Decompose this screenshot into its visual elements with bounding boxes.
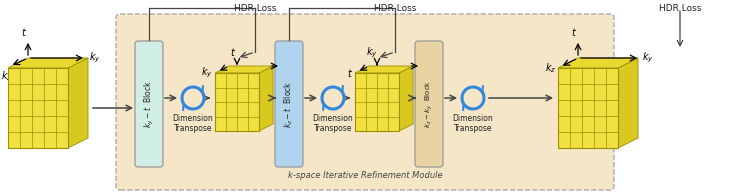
FancyBboxPatch shape <box>116 14 614 190</box>
Text: $k_x$: $k_x$ <box>423 59 434 73</box>
Text: Dimension
Transpose: Dimension Transpose <box>312 114 354 133</box>
Text: HDR Loss: HDR Loss <box>374 4 416 13</box>
FancyBboxPatch shape <box>275 41 303 167</box>
Polygon shape <box>558 68 618 148</box>
Text: $t$: $t$ <box>21 26 27 38</box>
Polygon shape <box>8 58 88 68</box>
Text: $k_y$: $k_y$ <box>642 51 653 65</box>
Text: Dimension
Transpose: Dimension Transpose <box>453 114 494 133</box>
Polygon shape <box>215 66 273 73</box>
Polygon shape <box>618 58 638 148</box>
Text: $t$: $t$ <box>230 46 236 58</box>
Text: $k_x$: $k_x$ <box>283 59 295 73</box>
Text: $k_y$: $k_y$ <box>89 51 101 65</box>
Polygon shape <box>8 68 68 148</box>
Text: $k_z - k_y$  Block: $k_z - k_y$ Block <box>423 80 435 128</box>
Text: HDR Loss: HDR Loss <box>659 4 702 13</box>
Polygon shape <box>355 66 413 73</box>
Polygon shape <box>355 73 399 131</box>
Text: $k_y$: $k_y$ <box>366 46 378 60</box>
Text: HDR Loss: HDR Loss <box>234 4 276 13</box>
Text: $k_z - t$  Block: $k_z - t$ Block <box>283 80 295 128</box>
Text: $t$: $t$ <box>571 26 577 38</box>
Text: $k_z$: $k_z$ <box>1 69 13 83</box>
Polygon shape <box>215 73 259 131</box>
Polygon shape <box>558 58 638 68</box>
Text: Dimension
Transpose: Dimension Transpose <box>172 114 213 133</box>
Text: $t$: $t$ <box>347 67 353 79</box>
FancyBboxPatch shape <box>415 41 443 167</box>
Polygon shape <box>399 66 413 131</box>
Text: $k_y$: $k_y$ <box>201 66 213 80</box>
Text: k-space Iterative Refinement Module: k-space Iterative Refinement Module <box>288 171 443 180</box>
Polygon shape <box>68 58 88 148</box>
Polygon shape <box>259 66 273 131</box>
Text: $k_y - t$  Block: $k_y - t$ Block <box>142 80 155 128</box>
Text: $k_z$: $k_z$ <box>545 61 556 75</box>
FancyBboxPatch shape <box>135 41 163 167</box>
